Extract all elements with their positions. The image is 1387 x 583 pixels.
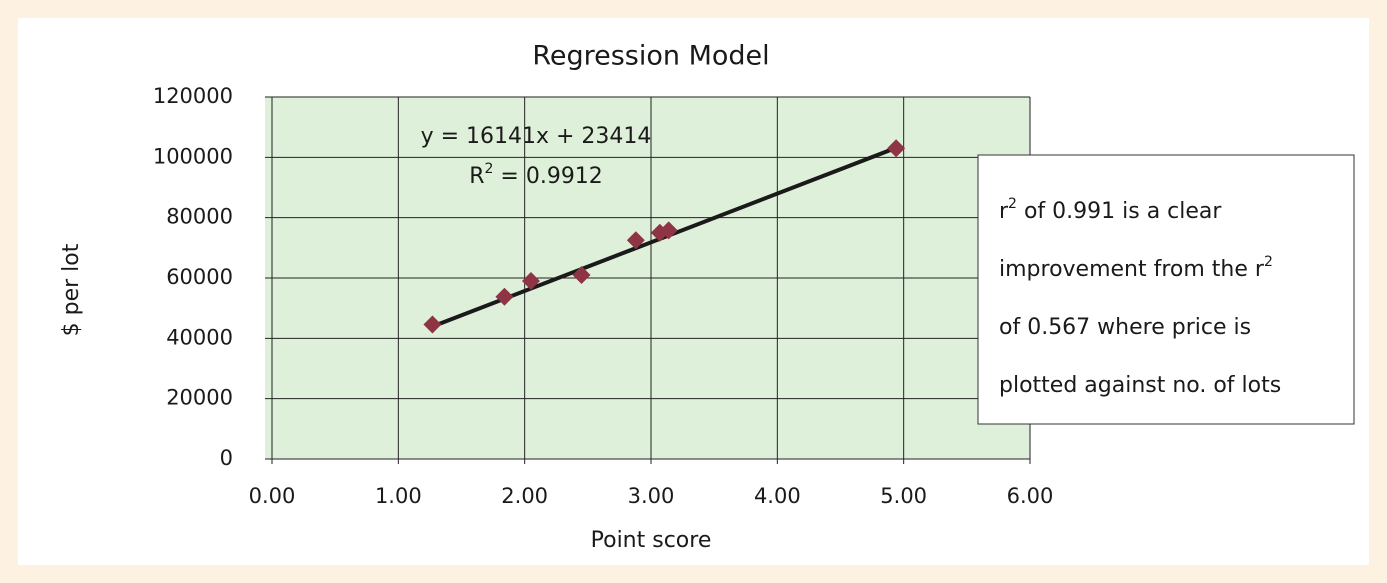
r-squared-rest: = 0.9912 bbox=[493, 164, 602, 189]
annotation-sup: 2 bbox=[1264, 254, 1273, 270]
chart-title: Regression Model bbox=[532, 41, 769, 72]
r-squared: R2 = 0.9912 bbox=[469, 161, 603, 189]
annotation-line: improvement from the r2 bbox=[999, 254, 1273, 282]
x-tick-label: 4.00 bbox=[754, 484, 801, 508]
annotation-text: plotted against no. of lots bbox=[999, 373, 1281, 398]
x-axis-label: Point score bbox=[591, 528, 712, 553]
data-point bbox=[423, 315, 442, 334]
y-tick-label: 60000 bbox=[166, 265, 233, 289]
annotation-sup: 2 bbox=[1008, 196, 1017, 212]
y-axis-label: $ per lot bbox=[59, 243, 84, 336]
annotation-text: improvement from the r bbox=[999, 257, 1265, 282]
annotation-text: r bbox=[999, 199, 1009, 224]
data-point bbox=[521, 272, 540, 291]
y-tick-label: 80000 bbox=[166, 205, 233, 229]
annotation-line: of 0.567 where price is bbox=[999, 315, 1251, 340]
annotation-text: of 0.991 is a clear bbox=[1017, 199, 1222, 224]
annotation-text: of 0.567 where price is bbox=[999, 315, 1251, 340]
r-squared-base: R bbox=[469, 164, 484, 189]
y-tick-label: 120000 bbox=[153, 84, 233, 108]
x-tick-label: 2.00 bbox=[501, 484, 548, 508]
annotation-box bbox=[977, 154, 1355, 425]
x-tick-label: 1.00 bbox=[375, 484, 422, 508]
x-tick-label: 6.00 bbox=[1007, 484, 1054, 508]
annotation-line: plotted against no. of lots bbox=[999, 373, 1281, 398]
y-tick-label: 20000 bbox=[166, 386, 233, 410]
data-point bbox=[572, 265, 591, 284]
data-point bbox=[626, 231, 645, 250]
r-squared-sup: 2 bbox=[484, 161, 493, 177]
trendline-equation: y = 16141x + 23414 bbox=[421, 124, 652, 149]
y-tick-label: 100000 bbox=[153, 144, 233, 168]
data-point bbox=[887, 139, 906, 158]
data-point bbox=[659, 221, 678, 240]
x-tick-label: 5.00 bbox=[880, 484, 927, 508]
x-tick-label: 0.00 bbox=[249, 484, 296, 508]
y-tick-label: 40000 bbox=[166, 325, 233, 349]
x-tick-label: 3.00 bbox=[628, 484, 675, 508]
annotation-line: r2 of 0.991 is a clear bbox=[999, 196, 1222, 224]
y-tick-label: 0 bbox=[220, 446, 233, 470]
data-point bbox=[495, 287, 514, 306]
